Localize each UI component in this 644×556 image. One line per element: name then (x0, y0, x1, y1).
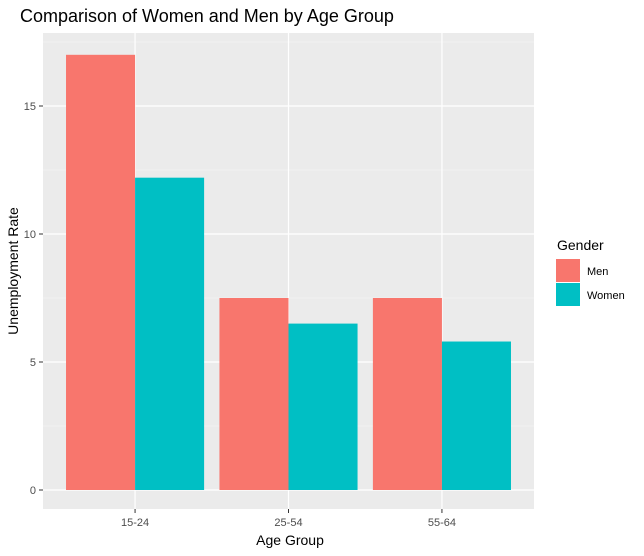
legend-label-women: Women (587, 290, 625, 302)
y-axis: 0 5 10 15 (24, 101, 43, 497)
y-axis-title: Unemployment Rate (5, 207, 21, 335)
x-axis: 15-24 25-54 55-64 (121, 509, 456, 529)
legend-label-men: Men (587, 266, 608, 278)
y-tick-label: 10 (24, 229, 36, 241)
legend: Gender Men Women (556, 237, 625, 306)
y-tick-label: 0 (30, 485, 36, 497)
x-tick-label: 25-54 (274, 517, 302, 529)
x-axis-title: Age Group (256, 532, 324, 548)
bars (66, 54, 511, 491)
bar-men-15-24 (66, 54, 136, 491)
bar-men-55-64 (372, 298, 442, 490)
y-tick-label: 5 (30, 357, 36, 369)
bar-men-25-54 (219, 298, 289, 490)
legend-key-women (556, 283, 580, 306)
legend-key-men (556, 259, 580, 282)
bar-women-25-54 (288, 323, 358, 490)
x-tick-label: 55-64 (428, 517, 456, 529)
x-tick-label: 15-24 (121, 517, 149, 529)
chart-title: Comparison of Women and Men by Age Group (20, 6, 394, 26)
bar-women-55-64 (441, 341, 511, 490)
bar-women-15-24 (135, 177, 205, 490)
legend-title: Gender (557, 237, 604, 253)
y-tick-label: 15 (24, 101, 36, 113)
